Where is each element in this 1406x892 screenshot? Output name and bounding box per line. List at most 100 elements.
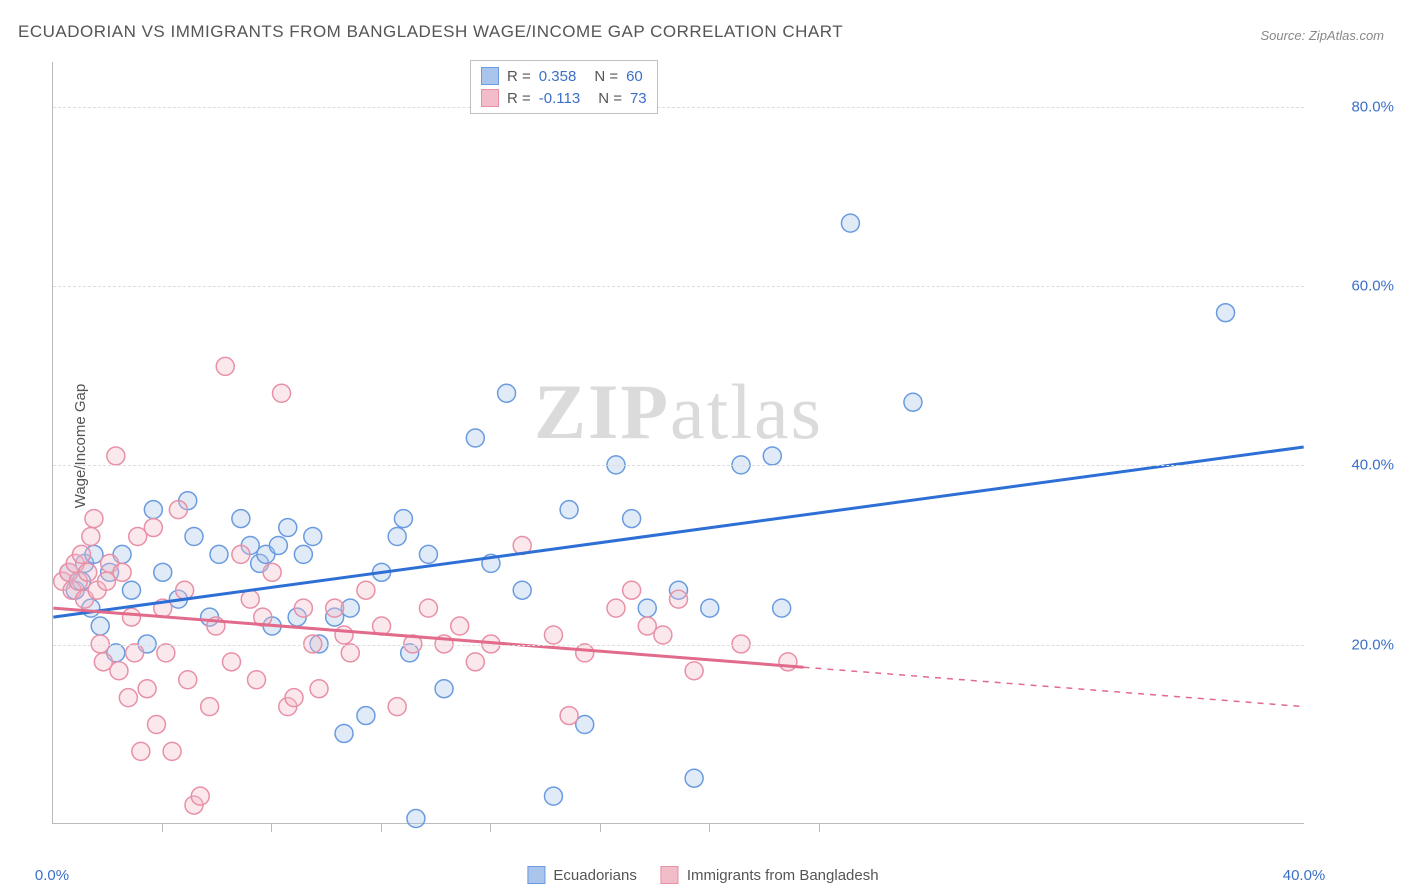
scatter-point [163,742,181,760]
scatter-point [623,581,641,599]
scatter-point [763,447,781,465]
scatter-point [466,429,484,447]
stats-n-label: N = [598,90,622,107]
scatter-point [72,545,90,563]
scatter-point [407,810,425,828]
scatter-point [654,626,672,644]
plot-svg [53,62,1304,823]
stats-r-value: -0.113 [539,90,580,107]
scatter-point [132,742,150,760]
legend-label: Ecuadorians [553,867,636,884]
legend: Ecuadorians Immigrants from Bangladesh [527,866,878,884]
scatter-point [419,599,437,617]
scatter-point [670,590,688,608]
scatter-point [223,653,241,671]
scatter-point [185,528,203,546]
scatter-point [294,599,312,617]
scatter-point [144,501,162,519]
legend-item: Ecuadorians [527,866,636,884]
x-tick-label: 0.0% [35,867,69,884]
stats-swatch [481,89,499,107]
stats-box: R = 0.358 N = 60 R = -0.113 N = 73 [470,60,658,114]
stats-swatch [481,67,499,85]
scatter-point [157,644,175,662]
scatter-point [310,680,328,698]
scatter-point [685,769,703,787]
scatter-point [357,581,375,599]
x-tick-label: 40.0% [1283,867,1326,884]
scatter-point [144,519,162,537]
scatter-point [232,545,250,563]
x-minor-tick [709,824,710,832]
scatter-point [126,644,144,662]
source-label: Source: ZipAtlas.com [1260,28,1384,43]
scatter-point [304,528,322,546]
scatter-point [107,447,125,465]
scatter-point [498,384,516,402]
legend-swatch [661,866,679,884]
scatter-point [701,599,719,617]
scatter-point [232,510,250,528]
scatter-point [154,563,172,581]
legend-item: Immigrants from Bangladesh [661,866,879,884]
scatter-point [294,545,312,563]
stats-n-value: 73 [630,90,647,107]
scatter-point [201,698,219,716]
scatter-point [241,590,259,608]
scatter-point [122,608,140,626]
scatter-point [138,680,156,698]
scatter-point [269,536,287,554]
scatter-point [779,653,797,671]
plot-area: ZIPatlas [52,62,1304,824]
scatter-point [119,689,137,707]
y-tick-label: 80.0% [1351,98,1394,115]
scatter-point [91,617,109,635]
scatter-point [341,644,359,662]
x-minor-tick [162,824,163,832]
y-tick-label: 40.0% [1351,457,1394,474]
scatter-point [210,545,228,563]
scatter-point [285,689,303,707]
scatter-point [191,787,209,805]
scatter-point [279,519,297,537]
scatter-point [607,599,625,617]
chart-title: ECUADORIAN VS IMMIGRANTS FROM BANGLADESH… [18,22,843,42]
scatter-point [335,724,353,742]
scatter-point [122,581,140,599]
scatter-point [110,662,128,680]
stats-n-value: 60 [626,68,643,85]
scatter-point [85,510,103,528]
stats-row: R = -0.113 N = 73 [481,87,647,109]
stats-r-label: R = [507,90,531,107]
scatter-point [169,501,187,519]
x-minor-tick [490,824,491,832]
stats-row: R = 0.358 N = 60 [481,65,647,87]
scatter-point [248,671,266,689]
stats-r-label: R = [507,68,531,85]
legend-label: Immigrants from Bangladesh [687,867,879,884]
scatter-point [326,599,344,617]
trend-line-dashed [804,667,1304,706]
scatter-point [451,617,469,635]
scatter-point [560,707,578,725]
scatter-point [388,528,406,546]
scatter-point [466,653,484,671]
scatter-point [263,563,281,581]
x-minor-tick [381,824,382,832]
scatter-point [419,545,437,563]
scatter-point [576,644,594,662]
scatter-point [435,680,453,698]
scatter-point [113,563,131,581]
scatter-point [147,716,165,734]
scatter-point [773,599,791,617]
x-minor-tick [819,824,820,832]
scatter-point [357,707,375,725]
x-minor-tick [600,824,601,832]
scatter-point [513,581,531,599]
scatter-point [79,563,97,581]
stats-n-label: N = [594,68,618,85]
y-tick-label: 20.0% [1351,636,1394,653]
scatter-point [82,528,100,546]
scatter-point [273,384,291,402]
scatter-point [544,787,562,805]
